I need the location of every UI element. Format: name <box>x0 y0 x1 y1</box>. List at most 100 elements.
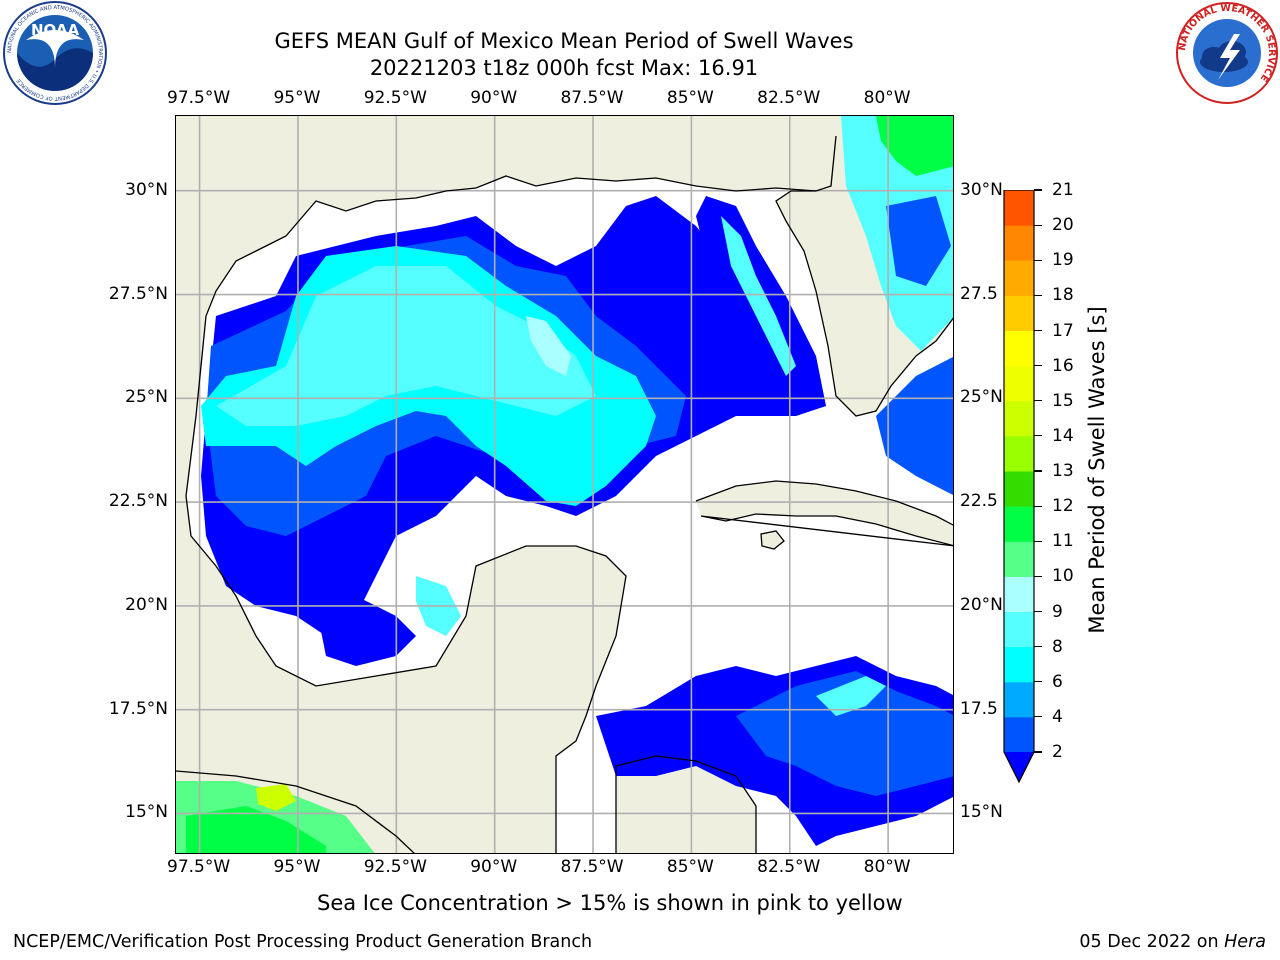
swell-period-field <box>176 116 953 853</box>
footer-date: 05 Dec 2022 on Hera <box>1079 932 1266 952</box>
colorbar-svg <box>1003 189 1035 784</box>
field-pacific-light <box>186 806 326 853</box>
colorbar-segment <box>1004 330 1034 367</box>
colorbar-tick-label: 21 <box>1052 180 1074 200</box>
colorbar-segment <box>1004 225 1034 261</box>
colorbar-outline <box>1003 189 1035 784</box>
colorbar-tick-mark <box>1034 189 1042 191</box>
field-fl-band-cyan <box>721 216 796 376</box>
colorbar <box>1003 189 1035 794</box>
lat-label-left: 22.5°N <box>108 491 168 512</box>
lat-label-right: 17.5 <box>960 698 998 719</box>
lon-label-bottom: 92.5°W <box>363 857 427 877</box>
colorbar-tick-mark <box>1034 365 1042 367</box>
lat-label-left: 15°N <box>125 802 168 823</box>
lat-label-right: 20°N <box>960 594 1003 615</box>
field-atlantic-green <box>876 116 953 176</box>
lat-label-right: 22.5 <box>960 491 998 512</box>
land-isla-juventud <box>761 531 784 549</box>
footer-branch: NCEP/EMC/Verification Post Processing Pr… <box>13 932 593 952</box>
lon-label-bottom: 85°W <box>666 857 714 877</box>
lat-label-left: 17.5°N <box>108 698 168 719</box>
coast-isla-juventud <box>760 530 785 550</box>
lat-label-right: 27.5 <box>960 283 998 304</box>
colorbar-segment <box>1004 646 1034 683</box>
coast-honduras <box>615 755 757 853</box>
map-gridlines <box>176 116 953 853</box>
colorbar-tick-mark <box>1034 646 1042 648</box>
colorbar-segment <box>1004 611 1034 648</box>
land-cuba <box>696 481 953 546</box>
colorbar-segment <box>1004 295 1034 331</box>
colorbar-tick-label: 11 <box>1052 531 1074 552</box>
lon-label-bottom: 80°W <box>863 857 911 877</box>
colorbar-tick-mark <box>1034 329 1042 332</box>
colorbar-tick-label: 13 <box>1052 461 1074 481</box>
colorbar-tick-label: 9 <box>1052 601 1063 622</box>
colorbar-tick-mark <box>1034 505 1042 507</box>
lon-label-top: 97.5°W <box>167 88 231 108</box>
colorbar-tick-label: 6 <box>1052 671 1063 692</box>
field-8-9 <box>526 316 571 376</box>
map-svg <box>176 116 953 853</box>
colorbar-segment <box>1004 260 1034 296</box>
colorbar-tick-mark <box>1034 575 1042 577</box>
colorbar-tick-label: 14 <box>1052 425 1074 446</box>
colorbar-tick-label: 17 <box>1052 320 1074 341</box>
noaa-logo-text: NOAA <box>31 21 80 39</box>
lon-label-bottom: 97.5°W <box>167 857 231 877</box>
field-6-8 <box>216 266 596 426</box>
colorbar-tick-label: 4 <box>1052 706 1063 727</box>
colorbar-tick-mark <box>1034 716 1042 718</box>
lat-label-left: 20°N <box>125 594 168 615</box>
colorbar-tick-mark <box>1034 610 1042 613</box>
colorbar-segment <box>1004 541 1034 577</box>
colorbar-tick-mark <box>1034 470 1042 472</box>
colorbar-tick-mark <box>1034 294 1042 296</box>
colorbar-title: Mean Period of Swell Waves [s] <box>1085 306 1109 634</box>
lon-label-bottom: 90°W <box>470 857 518 877</box>
map-panel <box>175 115 954 854</box>
field-campeche-blue <box>316 596 416 666</box>
colorbar-tick-label: 12 <box>1052 496 1074 517</box>
lat-label-right: 25°N <box>960 387 1003 408</box>
noaa-logo-icon: NOAA NATIONAL OCEANIC AND ATMOSPHERIC AD… <box>2 0 108 106</box>
colorbar-tick-mark <box>1034 224 1042 226</box>
colorbar-tick-label: 8 <box>1052 636 1063 657</box>
coastlines <box>176 135 953 853</box>
lon-label-top: 82.5°W <box>757 88 821 108</box>
colorbar-segment <box>1004 190 1034 226</box>
lon-label-top: 95°W <box>273 88 321 108</box>
coast-cuba <box>695 480 953 547</box>
title-line-2: 20221203 t18z 000h fcst Max: 16.91 <box>369 56 759 80</box>
colorbar-tick-mark <box>1034 400 1042 402</box>
field-straits <box>876 357 953 495</box>
lat-label-right: 15°N <box>960 802 1003 823</box>
colorbar-segment <box>1004 400 1034 437</box>
colorbar-tick-label: 20 <box>1052 215 1074 236</box>
colorbar-segment <box>1004 365 1034 402</box>
colorbar-tick-label: 15 <box>1052 390 1074 411</box>
lat-label-right: 30°N <box>960 179 1003 200</box>
colorbar-tick-mark <box>1034 435 1042 437</box>
colorbar-tick-label: 10 <box>1052 566 1074 587</box>
coast-central-america <box>176 770 415 853</box>
colorbar-tick-label: 2 <box>1052 742 1063 762</box>
colorbar-segment <box>1004 471 1034 507</box>
colorbar-tick-mark <box>1034 751 1042 753</box>
colorbar-segment <box>1004 435 1034 472</box>
sea-ice-note: Sea Ice Concentration > 15% is shown in … <box>317 891 903 915</box>
lon-label-bottom: 87.5°W <box>560 857 624 877</box>
colorbar-tick-mark <box>1034 540 1042 542</box>
footer-date-text: 05 Dec 2022 on <box>1079 932 1225 952</box>
nws-logo-icon: NATIONAL WEATHER SERVICE <box>1174 0 1280 106</box>
footer-host: Hera <box>1224 932 1266 952</box>
lat-label-left: 27.5°N <box>108 283 168 304</box>
lat-label-left: 25°N <box>125 387 168 408</box>
colorbar-underflow-triangle <box>1004 752 1034 782</box>
lon-label-bottom: 95°W <box>273 857 321 877</box>
lon-label-top: 85°W <box>666 88 714 108</box>
colorbar-segment <box>1004 506 1034 542</box>
colorbar-segment <box>1004 576 1034 612</box>
field-pacific-yellow <box>256 784 296 811</box>
